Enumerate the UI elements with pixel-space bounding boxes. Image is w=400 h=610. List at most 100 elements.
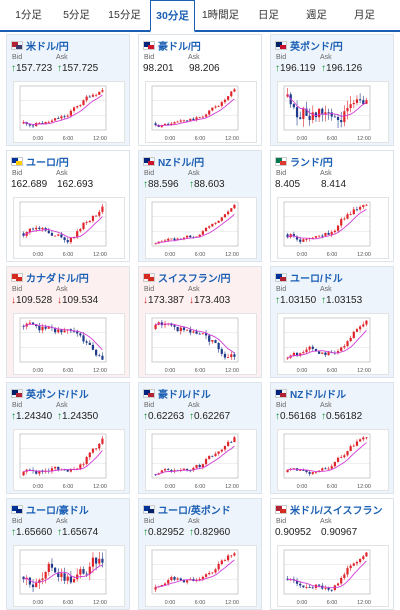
candle bbox=[292, 352, 295, 356]
ask-price: 162.693 bbox=[57, 179, 94, 190]
candle bbox=[346, 214, 349, 219]
candlestick-chart: 0:00 6:00 12:00 bbox=[283, 549, 371, 606]
candle bbox=[324, 112, 327, 115]
moving-average-line bbox=[287, 208, 367, 240]
candle bbox=[95, 349, 98, 356]
tab-1[interactable]: 5分足 bbox=[63, 9, 90, 21]
candle bbox=[349, 104, 352, 109]
x-tick-label: 0:00 bbox=[165, 484, 176, 490]
rate-card[interactable]: 米ドル/スイスフラン Bid Ask 0.90952 0.90967 0:00 6… bbox=[270, 498, 394, 610]
candle bbox=[355, 99, 359, 103]
pair-link[interactable]: 米ドル/円 bbox=[26, 41, 69, 53]
mini-chart[interactable]: 0:00 6:00 12:00 bbox=[145, 197, 257, 259]
tab-0[interactable]: 1分足 bbox=[15, 9, 42, 21]
rate-card[interactable]: ユーロ/ドル Bid Ask ↑1.03150 ↑1.03153 0:00 6:0… bbox=[270, 266, 394, 378]
pair-link[interactable]: カナダドル/円 bbox=[26, 273, 89, 285]
candle bbox=[38, 326, 41, 331]
x-tick-label: 0:00 bbox=[33, 136, 44, 142]
tab-5[interactable]: 日足 bbox=[258, 9, 279, 21]
rate-card[interactable]: 豪ドル/ドル Bid Ask ↑0.62263 ↑0.62267 0:00 6:0… bbox=[138, 382, 262, 494]
rate-card[interactable]: カナダドル/円 Bid Ask ↓109.528 ↓109.534 0:00 6:… bbox=[6, 266, 130, 378]
tab-2[interactable]: 15分足 bbox=[108, 9, 141, 21]
mini-chart[interactable]: 0:00 6:00 12:00 bbox=[277, 313, 389, 375]
rate-card[interactable]: スイスフラン/円 Bid Ask ↓173.387 ↓173.403 0:00 6… bbox=[138, 266, 262, 378]
candle bbox=[179, 578, 182, 581]
plot-frame bbox=[151, 85, 239, 131]
candle bbox=[176, 238, 179, 241]
candle bbox=[311, 472, 314, 474]
candle bbox=[192, 467, 195, 471]
pair-link[interactable]: 英ポンド/円 bbox=[290, 41, 343, 53]
bid-label: Bid bbox=[12, 286, 23, 293]
pair-link[interactable]: スイスフラン/円 bbox=[158, 273, 231, 285]
candle bbox=[82, 222, 85, 230]
x-tick-label: 0:00 bbox=[165, 368, 176, 374]
pair-link[interactable]: NZドル/ドル bbox=[290, 389, 347, 401]
candle bbox=[327, 352, 330, 356]
mini-chart[interactable]: 0:00 6:00 12:00 bbox=[145, 429, 257, 491]
plot-frame bbox=[151, 433, 239, 479]
pair-link[interactable]: NZドル/円 bbox=[158, 157, 205, 169]
pair-link[interactable]: ユーロ/豪ドル bbox=[26, 505, 89, 517]
candle bbox=[186, 329, 189, 331]
bid-arrow-icon: ↑ bbox=[275, 411, 280, 422]
mini-chart[interactable]: 0:00 6:00 12:00 bbox=[277, 429, 389, 491]
candle bbox=[198, 117, 201, 119]
candle bbox=[220, 217, 223, 221]
mini-chart[interactable]: 0:00 6:00 12:00 bbox=[13, 429, 125, 491]
pair-link[interactable]: 英ポンド/ドル bbox=[26, 389, 89, 401]
mini-chart[interactable]: 0:00 6:00 12:00 bbox=[13, 313, 125, 375]
candle bbox=[204, 333, 208, 336]
candle bbox=[63, 116, 66, 118]
tab-4[interactable]: 1時間足 bbox=[201, 9, 240, 21]
candle bbox=[318, 351, 321, 354]
candle bbox=[198, 578, 201, 580]
rate-card[interactable]: NZドル/円 Bid Ask ↑88.596 ↑88.603 0:00 6:00 1… bbox=[138, 150, 262, 262]
candle bbox=[85, 96, 88, 101]
pair-link[interactable]: ランド/円 bbox=[290, 157, 333, 169]
mini-chart[interactable]: 0:00 6:00 12:00 bbox=[13, 197, 125, 259]
candle bbox=[346, 341, 349, 347]
pair-link[interactable]: ユーロ/円 bbox=[26, 157, 69, 169]
x-tick-label: 0:00 bbox=[165, 252, 176, 258]
candle bbox=[195, 117, 198, 120]
candle bbox=[217, 564, 220, 570]
tab-3[interactable]: 30分足 bbox=[150, 0, 195, 33]
tab-6[interactable]: 週足 bbox=[306, 9, 327, 21]
moving-average-line bbox=[155, 445, 235, 476]
candle bbox=[163, 469, 167, 471]
rate-card[interactable]: ユーロ/豪ドル Bid Ask ↑1.65660 ↑1.65674 0:00 6:… bbox=[6, 498, 130, 610]
candle bbox=[76, 106, 79, 108]
rate-card[interactable]: NZドル/ドル Bid Ask ↑0.56168 ↑0.56182 0:00 6:… bbox=[270, 382, 394, 494]
pair-link[interactable]: ユーロ/ドル bbox=[290, 273, 343, 285]
pair-link[interactable]: 豪ドル/円 bbox=[158, 41, 201, 53]
mini-chart[interactable]: 0:00 6:00 12:00 bbox=[277, 81, 389, 143]
pair-link[interactable]: 豪ドル/ドル bbox=[158, 389, 211, 401]
bid-arrow-icon: ↑ bbox=[275, 295, 280, 306]
tab-7[interactable]: 月足 bbox=[354, 9, 375, 21]
mini-chart[interactable]: 0:00 6:00 12:00 bbox=[13, 545, 125, 607]
rate-card[interactable]: 英ポンド/円 Bid Ask ↑196.119 ↑196.126 0:00 6:0… bbox=[270, 34, 394, 146]
mini-chart[interactable]: 0:00 6:00 12:00 bbox=[13, 81, 125, 143]
bid-arrow-icon: ↑ bbox=[11, 63, 16, 74]
pair-link[interactable]: ユーロ/英ポンド bbox=[158, 505, 231, 517]
candle bbox=[170, 238, 173, 240]
mini-chart[interactable]: 0:00 6:00 12:00 bbox=[277, 197, 389, 259]
candle bbox=[327, 112, 330, 114]
rate-card[interactable]: 英ポンド/ドル Bid Ask ↑1.24340 ↑1.24350 0:00 6:… bbox=[6, 382, 130, 494]
mini-chart[interactable]: 0:00 6:00 12:00 bbox=[145, 81, 257, 143]
candle bbox=[214, 453, 217, 457]
candle bbox=[217, 342, 220, 350]
mini-chart[interactable]: 0:00 6:00 12:00 bbox=[277, 545, 389, 607]
rate-card[interactable]: 豪ドル/円 Bid Ask 98.201 98.206 0:00 6:00 12:0… bbox=[138, 34, 262, 146]
rate-card[interactable]: ユーロ/円 Bid Ask 162.689 162.693 0:00 6:00 12… bbox=[6, 150, 130, 262]
rate-card[interactable]: ユーロ/英ポンド Bid Ask ↑0.82952 ↑0.82960 0:00 6… bbox=[138, 498, 262, 610]
rate-card[interactable]: ランド/円 Bid Ask 8.405 8.414 0:00 6:00 12:00 bbox=[270, 150, 394, 262]
mini-chart[interactable]: 0:00 6:00 12:00 bbox=[145, 545, 257, 607]
mini-chart[interactable]: 0:00 6:00 12:00 bbox=[145, 313, 257, 375]
candle bbox=[340, 219, 343, 226]
rate-card[interactable]: 米ドル/円 Bid Ask ↑157.723 ↑157.725 0:00 6:00… bbox=[6, 34, 130, 146]
candle bbox=[63, 330, 66, 333]
pair-link[interactable]: 米ドル/スイスフラン bbox=[290, 505, 383, 517]
candle bbox=[311, 112, 314, 120]
